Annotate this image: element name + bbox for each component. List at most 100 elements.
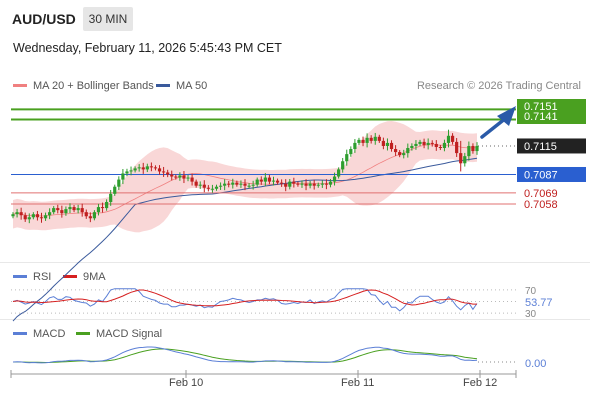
price-tag-label: 0.7087 [524,169,558,181]
candle-body [341,161,345,170]
legend-swatch [13,83,27,87]
candle-body [137,167,141,169]
candle-body [35,214,40,218]
candle-body [267,177,272,182]
candle-body [11,214,15,217]
candle-body [100,207,105,209]
candle-body [459,153,463,164]
candle-body [304,183,308,186]
candle-body [125,171,129,174]
candle-body [377,136,381,141]
price-tag-label: 0.7069 [524,188,558,200]
candle-body [284,183,288,187]
target-arrow-head [497,106,516,126]
candle-body [349,149,353,155]
candle-body [271,180,276,182]
legend-swatch [76,331,90,335]
candle-body [275,180,280,183]
candle-body [48,212,52,216]
candle-body [324,183,329,185]
candle-body [60,210,64,214]
legend-rsi-9ma: 9MA [63,271,106,283]
candle-body [129,170,133,172]
candle-body [450,135,455,142]
candle-body [96,207,101,213]
candle-body [206,187,210,189]
credit-text: Research © 2026 Trading Central [416,80,581,92]
candle-body [471,145,475,152]
legend-swatch [13,331,27,335]
price-tag-label: 0.7058 [524,199,558,211]
candle-body [133,168,137,171]
candle-body [463,156,467,164]
rsi-tick-label: 30 [525,309,537,320]
legend-label: MACD [33,328,66,340]
candle-body [231,182,235,185]
candle-body [406,148,410,154]
candle-body [353,142,357,150]
legend-swatch [13,274,27,278]
candle-body [446,135,451,143]
candle-body [312,183,316,186]
price-tag-label: 0.7151 [524,101,558,113]
candle-body [43,215,48,219]
candle-body [365,137,369,143]
price-tag [517,138,586,154]
candle-body [170,174,174,177]
candle-body [161,171,166,173]
candle-body [186,177,190,179]
candle-body [178,175,182,178]
candle-body [410,145,414,149]
candle-body [56,208,60,211]
candle-body [467,145,471,157]
target-arrow-shaft [480,116,508,139]
macd-zero-label: 0.00 [525,358,546,370]
candle-body [149,166,153,168]
price-tag-label: 0.7115 [524,141,557,153]
candle-body [332,176,337,182]
candle-body [153,167,158,169]
legend-label: MA 50 [176,80,208,92]
candle-body [255,179,259,185]
candle-body [402,153,406,156]
x-tick-label: Feb 11 [341,377,375,389]
legend-rsi: RSI [13,271,51,283]
candle-body [157,168,162,172]
candle-body [426,142,430,145]
candle-body [475,145,479,152]
price-tag-label: 0.7141 [524,111,558,123]
candle-body [263,177,267,182]
candle-body [210,188,215,190]
candle-body [88,216,92,219]
candle-body [385,142,390,146]
legend-ma50: MA 50 [156,80,207,92]
rsi-line [12,288,478,312]
timeframe-button[interactable]: 30 MIN [83,7,133,31]
candle-body [190,177,194,182]
candle-body [300,183,304,185]
candle-body [328,181,333,185]
candle-body [105,201,109,209]
rsi-ma-line [12,289,477,307]
candle-body [76,208,80,211]
candle-body [251,184,255,186]
legend-macd-signal: MACD Signal [76,328,162,340]
bollinger-bands-area [13,121,477,233]
candle-body [308,183,312,186]
x-tick-label: Feb 12 [463,377,498,389]
candle-body [389,142,394,150]
macd-line [12,346,478,364]
candle-body [259,179,263,182]
candle-body [369,137,373,141]
candle-body [223,183,227,186]
candle-body [430,142,434,144]
candle-body [15,212,19,215]
candle-body [27,217,31,220]
candle-body [434,143,438,147]
candle-body [442,142,447,149]
candle-body [182,175,186,179]
legend-swatch [63,274,77,278]
candle-body [141,167,145,170]
candle-body [316,184,320,186]
